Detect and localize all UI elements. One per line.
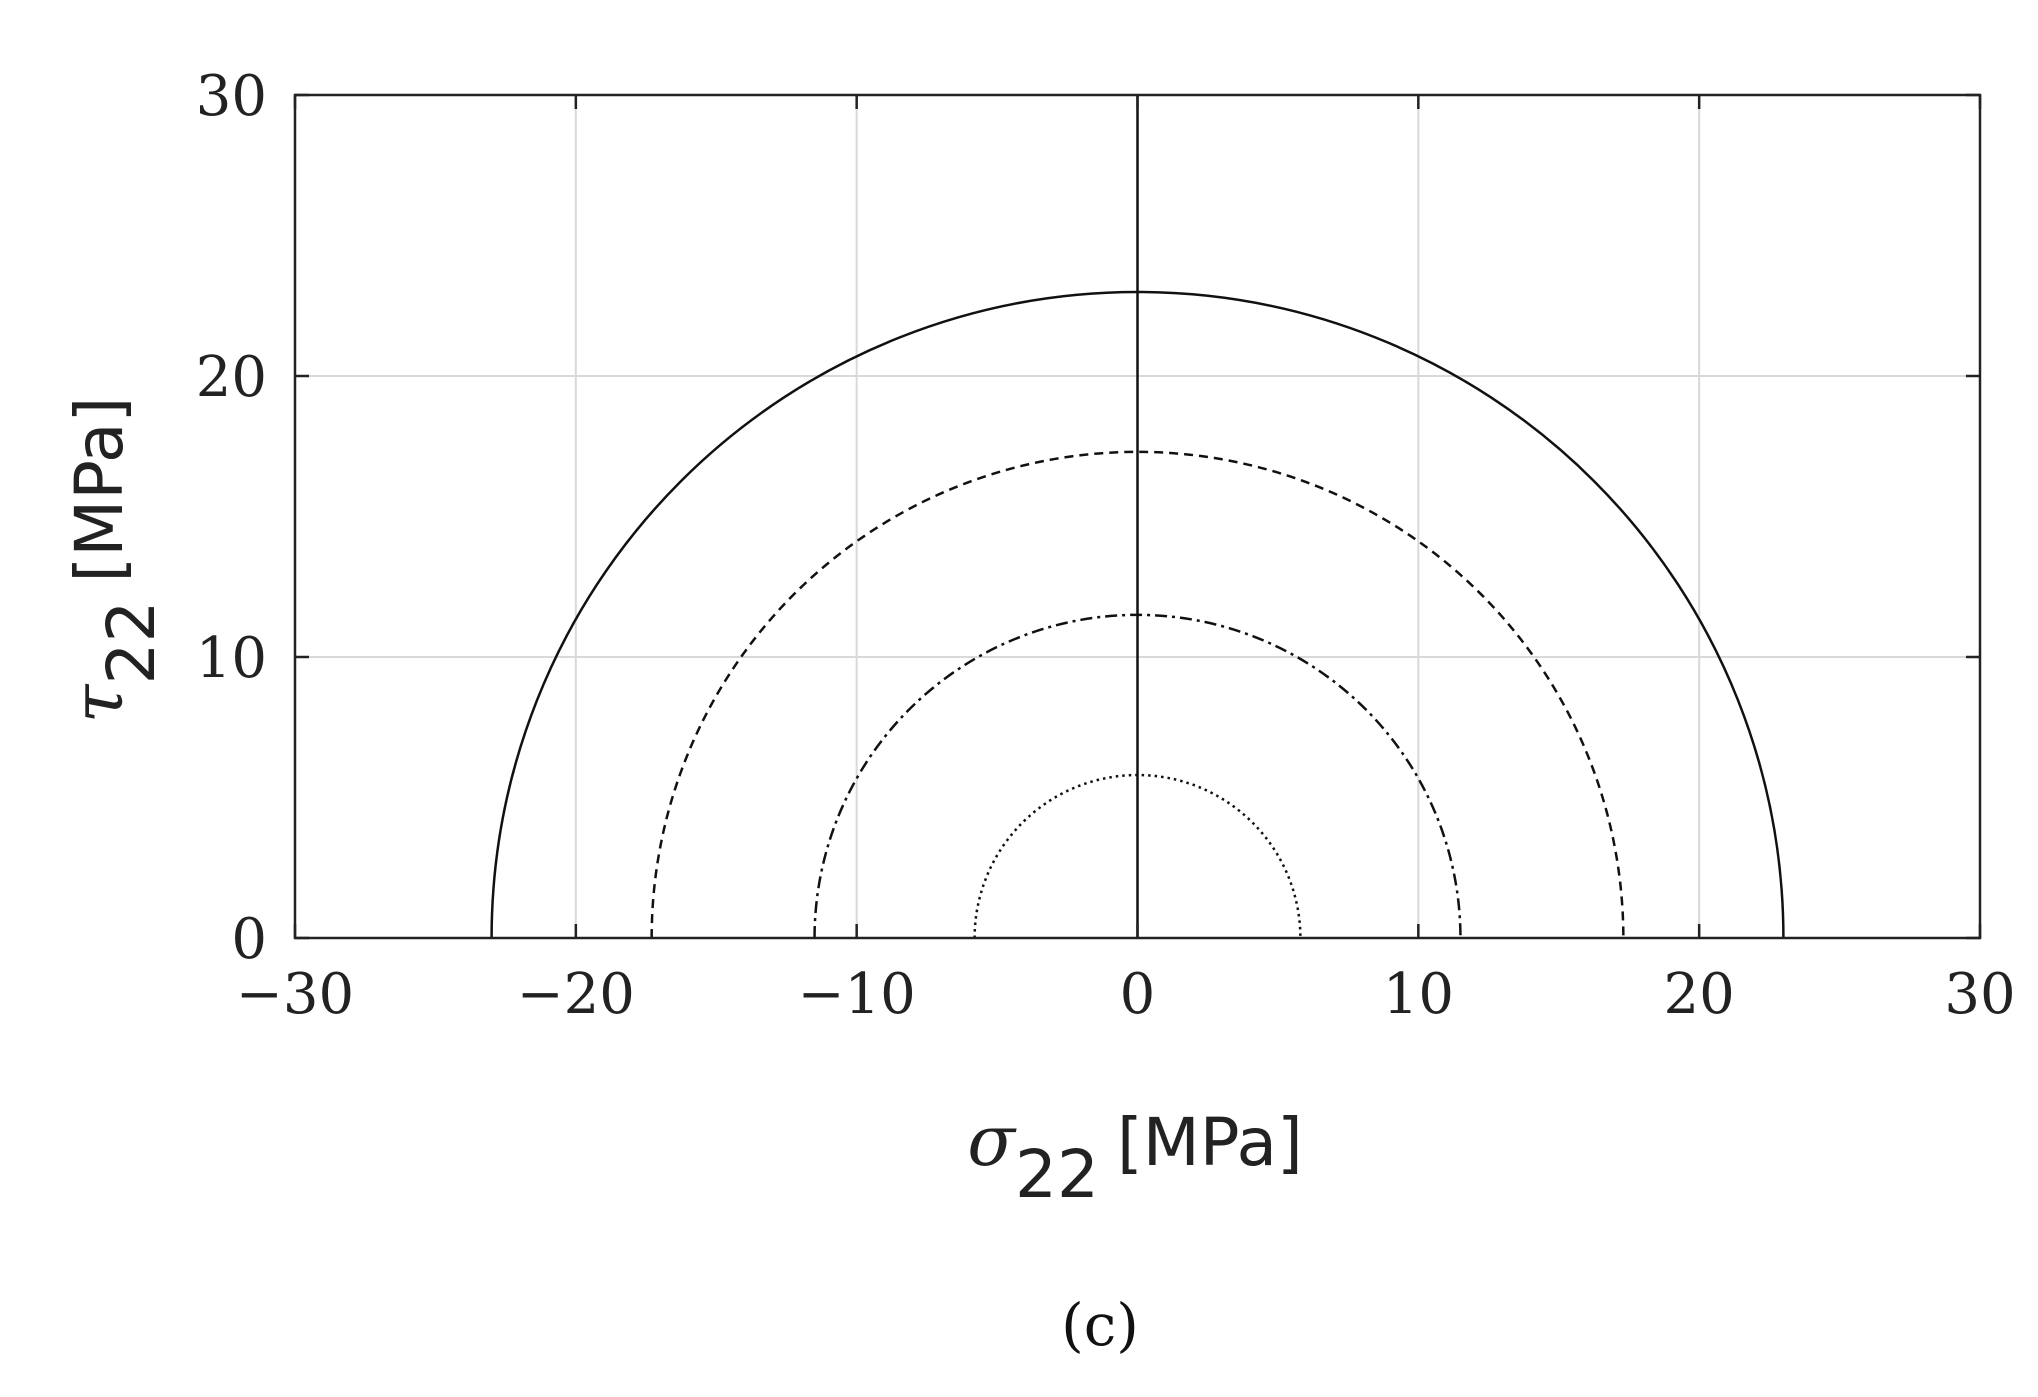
- x-tick-label: 10: [1383, 962, 1454, 1027]
- x-axis-unit: [MPa]: [1117, 1104, 1303, 1181]
- x-axis-title: σ22 [MPa]: [967, 1100, 1303, 1213]
- x-axis-symbol: σ: [967, 1100, 1017, 1182]
- y-axis-subscript: 22: [93, 601, 170, 685]
- figure-caption: (c): [1061, 1291, 1139, 1359]
- y-tick-label: 30: [196, 64, 267, 129]
- x-tick-label: 0: [1120, 962, 1156, 1027]
- x-tick-label: 20: [1664, 962, 1735, 1027]
- x-tick-label: 30: [1944, 962, 2015, 1027]
- y-tick-label: 20: [196, 345, 267, 410]
- series-layer: [490, 95, 1785, 939]
- y-axis-title: τ22 [MPa]: [57, 397, 170, 723]
- x-tick-label: −20: [517, 962, 635, 1027]
- y-axis: 0 10 20 30: [196, 64, 1980, 972]
- y-axis-symbol: τ: [57, 683, 139, 723]
- y-axis-unit: [MPa]: [61, 397, 138, 583]
- series-curve-1: [490, 290, 1785, 939]
- series-curve-4: [973, 774, 1302, 939]
- x-tick-label: −10: [798, 962, 916, 1027]
- series-curve-3: [813, 613, 1462, 939]
- y-tick-label: 10: [196, 626, 267, 691]
- x-tick-label: −30: [236, 962, 354, 1027]
- x-axis: −30 −20 −10 0 10 20 30: [236, 95, 2016, 1027]
- y-tick-label: 0: [231, 907, 267, 972]
- series-curve-2: [650, 451, 1625, 939]
- x-axis-subscript: 22: [1015, 1136, 1099, 1213]
